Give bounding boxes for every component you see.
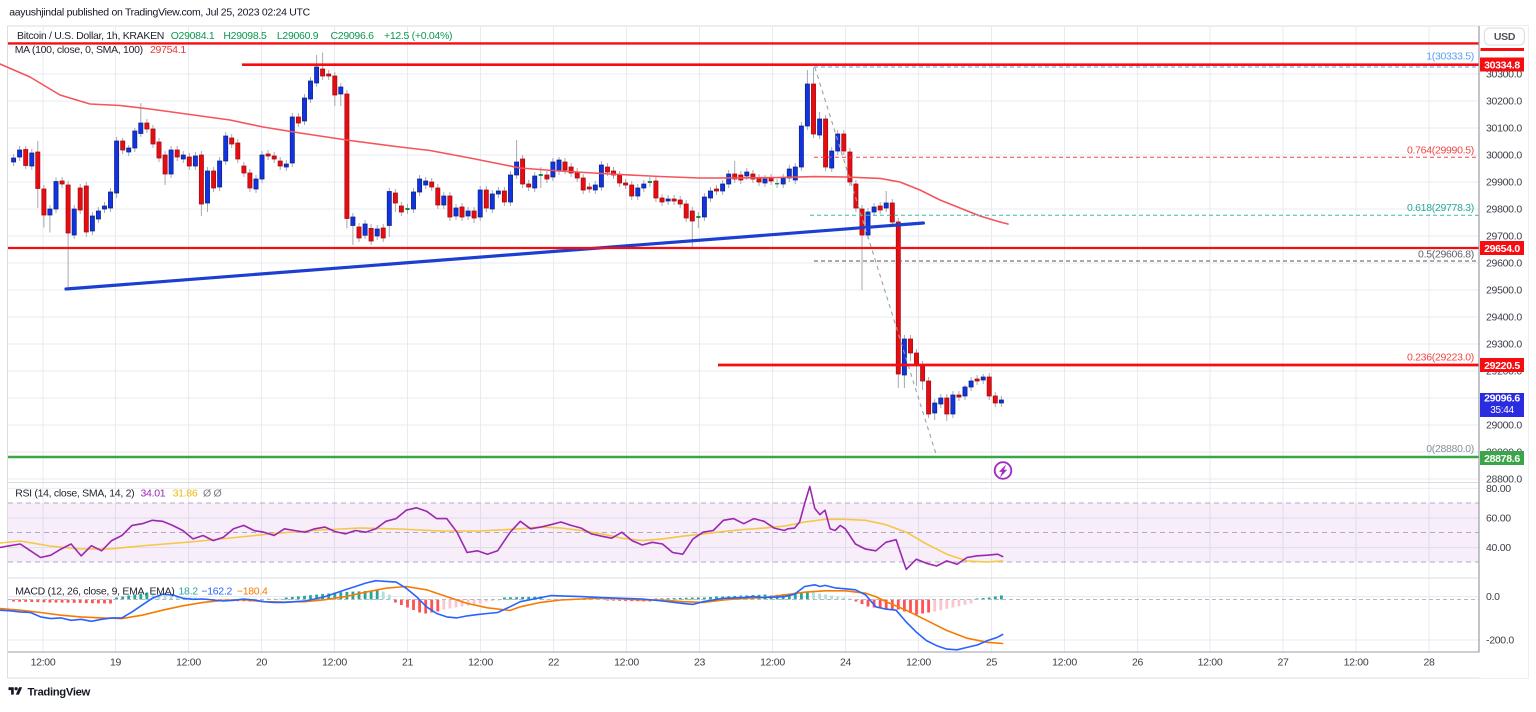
svg-text:28: 28 (1423, 657, 1435, 669)
svg-text:29000.0: 29000.0 (1486, 420, 1522, 432)
svg-text:0.618(29778.3): 0.618(29778.3) (1407, 202, 1474, 214)
svg-text:H29098.5: H29098.5 (223, 30, 267, 42)
svg-text:12:00: 12:00 (614, 657, 639, 669)
svg-text:29600.0: 29600.0 (1486, 258, 1522, 270)
svg-text:30000.0: 30000.0 (1486, 150, 1522, 162)
svg-text:29800.0: 29800.0 (1486, 204, 1522, 216)
svg-text:−162.2: −162.2 (201, 586, 232, 598)
svg-text:26: 26 (1132, 657, 1144, 669)
svg-text:29700.0: 29700.0 (1486, 231, 1522, 243)
svg-text:29300.0: 29300.0 (1486, 339, 1522, 351)
svg-text:29096.6: 29096.6 (1484, 393, 1520, 405)
svg-text:12:00: 12:00 (1344, 657, 1369, 669)
svg-text:12:00: 12:00 (468, 657, 493, 669)
svg-text:MACD (12, 26, close, 9, EMA, E: MACD (12, 26, close, 9, EMA, EMA) (15, 586, 174, 598)
svg-text:C29096.6: C29096.6 (331, 30, 375, 42)
svg-text:27: 27 (1277, 657, 1289, 669)
svg-text:23: 23 (694, 657, 706, 669)
svg-text:19: 19 (110, 657, 122, 669)
svg-text:12:00: 12:00 (906, 657, 931, 669)
svg-text:12:00: 12:00 (176, 657, 201, 669)
svg-text:29654.0: 29654.0 (1484, 243, 1520, 255)
svg-text:12:00: 12:00 (31, 657, 56, 669)
svg-text:28800.0: 28800.0 (1486, 474, 1522, 486)
svg-text:21: 21 (402, 657, 414, 669)
svg-text:+12.5 (+0.04%): +12.5 (+0.04%) (384, 30, 452, 42)
svg-text:30200.0: 30200.0 (1486, 96, 1522, 108)
svg-text:−180.4: −180.4 (237, 586, 268, 598)
svg-text:25: 25 (986, 657, 998, 669)
svg-text:aayushjindal published on Trad: aayushjindal published on TradingView.co… (9, 6, 310, 18)
svg-text:29900.0: 29900.0 (1486, 177, 1522, 189)
svg-text:12:00: 12:00 (1198, 657, 1223, 669)
svg-text:0.0: 0.0 (1486, 591, 1500, 603)
svg-text:29500.0: 29500.0 (1486, 285, 1522, 297)
svg-text:0.236(29223.0): 0.236(29223.0) (1407, 352, 1474, 364)
svg-text:30100.0: 30100.0 (1486, 123, 1522, 135)
svg-text:RSI (14, close, SMA, 14, 2): RSI (14, close, SMA, 14, 2) (15, 488, 134, 500)
svg-text:0(28880.0): 0(28880.0) (1426, 443, 1474, 455)
svg-text:20: 20 (256, 657, 268, 669)
svg-text:1(30333.5): 1(30333.5) (1426, 51, 1474, 63)
svg-text:29220.5: 29220.5 (1484, 360, 1520, 372)
svg-text:TradingView: TradingView (28, 686, 91, 698)
svg-text:0.5(29606.8): 0.5(29606.8) (1418, 249, 1474, 261)
svg-text:12:00: 12:00 (1052, 657, 1077, 669)
svg-text:31.86: 31.86 (173, 488, 198, 500)
svg-text:40.00: 40.00 (1486, 542, 1511, 554)
svg-text:29754.1: 29754.1 (150, 44, 186, 56)
svg-text:12:00: 12:00 (760, 657, 785, 669)
svg-text:-200.0: -200.0 (1486, 634, 1514, 646)
svg-text:O29084.1: O29084.1 (171, 30, 215, 42)
svg-text:80.00: 80.00 (1486, 483, 1511, 495)
svg-text:0.764(29990.5): 0.764(29990.5) (1407, 145, 1474, 157)
svg-text:MA (100, close, 0, SMA, 100): MA (100, close, 0, SMA, 100) (15, 44, 143, 56)
svg-text:18.2: 18.2 (179, 586, 199, 598)
svg-text:22: 22 (548, 657, 560, 669)
svg-text:30334.8: 30334.8 (1484, 59, 1520, 71)
svg-text:Bitcoin / U.S. Dollar, 1h, KRA: Bitcoin / U.S. Dollar, 1h, KRAKEN (17, 30, 164, 42)
svg-text:L29060.9: L29060.9 (277, 30, 319, 42)
svg-text:USD: USD (1494, 31, 1516, 43)
svg-text:24: 24 (840, 657, 852, 669)
svg-text:34.01: 34.01 (141, 488, 166, 500)
svg-text:29400.0: 29400.0 (1486, 312, 1522, 324)
svg-text:12:00: 12:00 (322, 657, 347, 669)
svg-text:Ø Ø: Ø Ø (203, 488, 221, 500)
svg-text:60.00: 60.00 (1486, 513, 1511, 525)
svg-text:35:44: 35:44 (1490, 405, 1514, 416)
svg-text:28878.6: 28878.6 (1484, 453, 1520, 465)
